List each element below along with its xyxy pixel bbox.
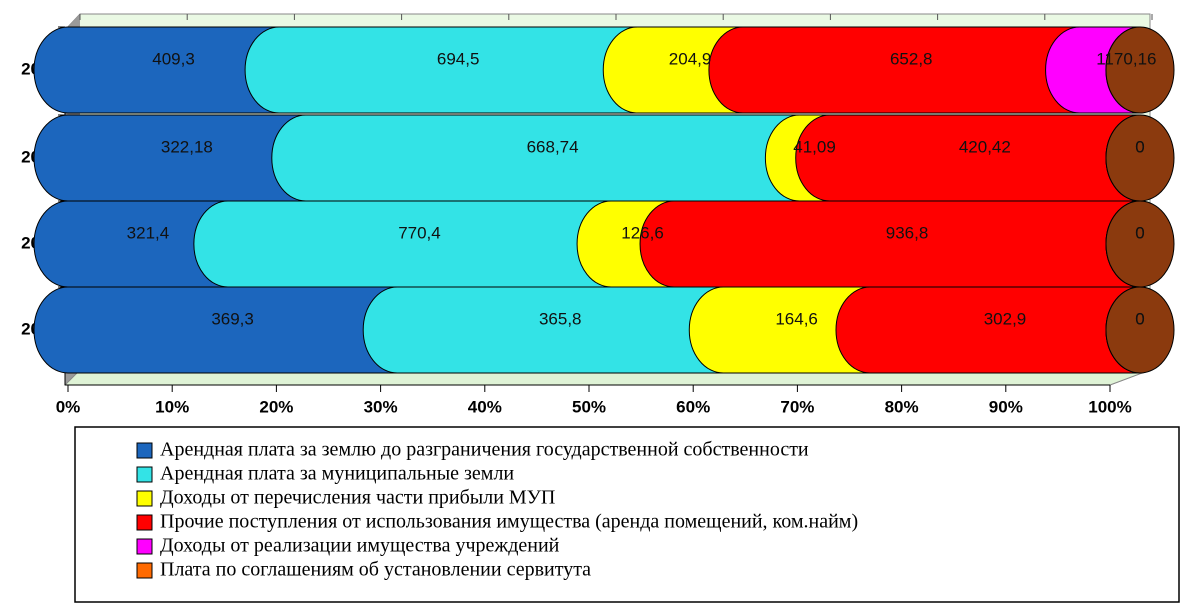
value-label: 409,3 xyxy=(152,49,195,68)
bar-segment xyxy=(33,26,280,114)
legend-label: Арендная плата за муниципальные земли xyxy=(160,463,514,485)
legend-swatch xyxy=(136,442,153,459)
x-tick-label: 50% xyxy=(572,397,606,416)
value-label: 322,18 xyxy=(161,137,213,156)
bar-segment xyxy=(602,26,744,114)
value-label: 302,9 xyxy=(984,309,1027,328)
value-label: 126,6 xyxy=(621,223,664,242)
value-label: 0 xyxy=(1135,137,1144,156)
bar-end-cap xyxy=(1105,286,1175,374)
value-label: 694,5 xyxy=(437,49,480,68)
value-label: 369,3 xyxy=(211,309,254,328)
bar-segment xyxy=(33,114,307,202)
x-tick-label: 40% xyxy=(468,397,502,416)
bar-segment xyxy=(688,286,871,374)
value-label: 0 xyxy=(1135,309,1144,328)
legend-label: Прочие поступления от использования имущ… xyxy=(160,511,858,533)
legend-swatch xyxy=(136,562,153,579)
bar-end-cap xyxy=(1105,114,1175,202)
bar-segment xyxy=(362,286,724,374)
legend-swatch xyxy=(136,538,153,555)
x-tick-label: 60% xyxy=(676,397,710,416)
legend-label: Плата по соглашениям об установлении сер… xyxy=(160,559,591,581)
value-label: 41,09 xyxy=(793,137,836,156)
value-label: 936,8 xyxy=(886,223,929,242)
bar-segment xyxy=(244,26,638,114)
x-tick-label: 30% xyxy=(364,397,398,416)
value-label: 204,9 xyxy=(669,49,712,68)
value-label: 0 xyxy=(1135,223,1144,242)
value-label: 0 xyxy=(1135,223,1144,242)
value-label: 668,74 xyxy=(527,137,579,156)
x-tick-label: 100% xyxy=(1088,397,1131,416)
value-label: 117 xyxy=(1096,49,1123,68)
legend-label: Арендная плата за землю до разграничения… xyxy=(160,439,809,461)
value-label: 0,16 xyxy=(1123,49,1156,68)
value-label: 0 xyxy=(1135,309,1144,328)
legend-swatch xyxy=(136,514,153,531)
bar-end-cap xyxy=(1105,200,1175,288)
legend-swatch xyxy=(136,490,153,507)
legend-label: Доходы от перечисления части прибыли МУП xyxy=(160,487,555,509)
x-tick-label: 20% xyxy=(259,397,293,416)
value-label: 321,4 xyxy=(127,223,170,242)
bar-segment xyxy=(271,114,800,202)
bar-segment xyxy=(33,200,229,288)
value-label: 0 xyxy=(1135,137,1144,156)
value-label: 652,8 xyxy=(890,49,933,68)
value-label: 365,8 xyxy=(539,309,582,328)
legend-box xyxy=(74,426,1180,603)
x-tick-label: 80% xyxy=(885,397,919,416)
legend-swatch xyxy=(136,466,153,483)
x-tick-label: 10% xyxy=(155,397,189,416)
bar-segment xyxy=(795,114,1141,202)
bar-end-cap xyxy=(1105,26,1175,114)
x-tick-label: 70% xyxy=(780,397,814,416)
value-label: 164,6 xyxy=(775,309,818,328)
x-tick-label: 0% xyxy=(56,397,81,416)
x-tick-label: 90% xyxy=(989,397,1023,416)
bar-segment xyxy=(708,26,1081,114)
value-label: 770,4 xyxy=(398,223,441,242)
bar-segment xyxy=(193,200,612,288)
legend-label: Доходы от реализации имущества учреждени… xyxy=(160,535,560,557)
bar-segment xyxy=(639,200,1141,288)
bar-segment xyxy=(33,286,398,374)
value-label: 420,42 xyxy=(959,137,1011,156)
bar-segment xyxy=(835,286,1141,374)
